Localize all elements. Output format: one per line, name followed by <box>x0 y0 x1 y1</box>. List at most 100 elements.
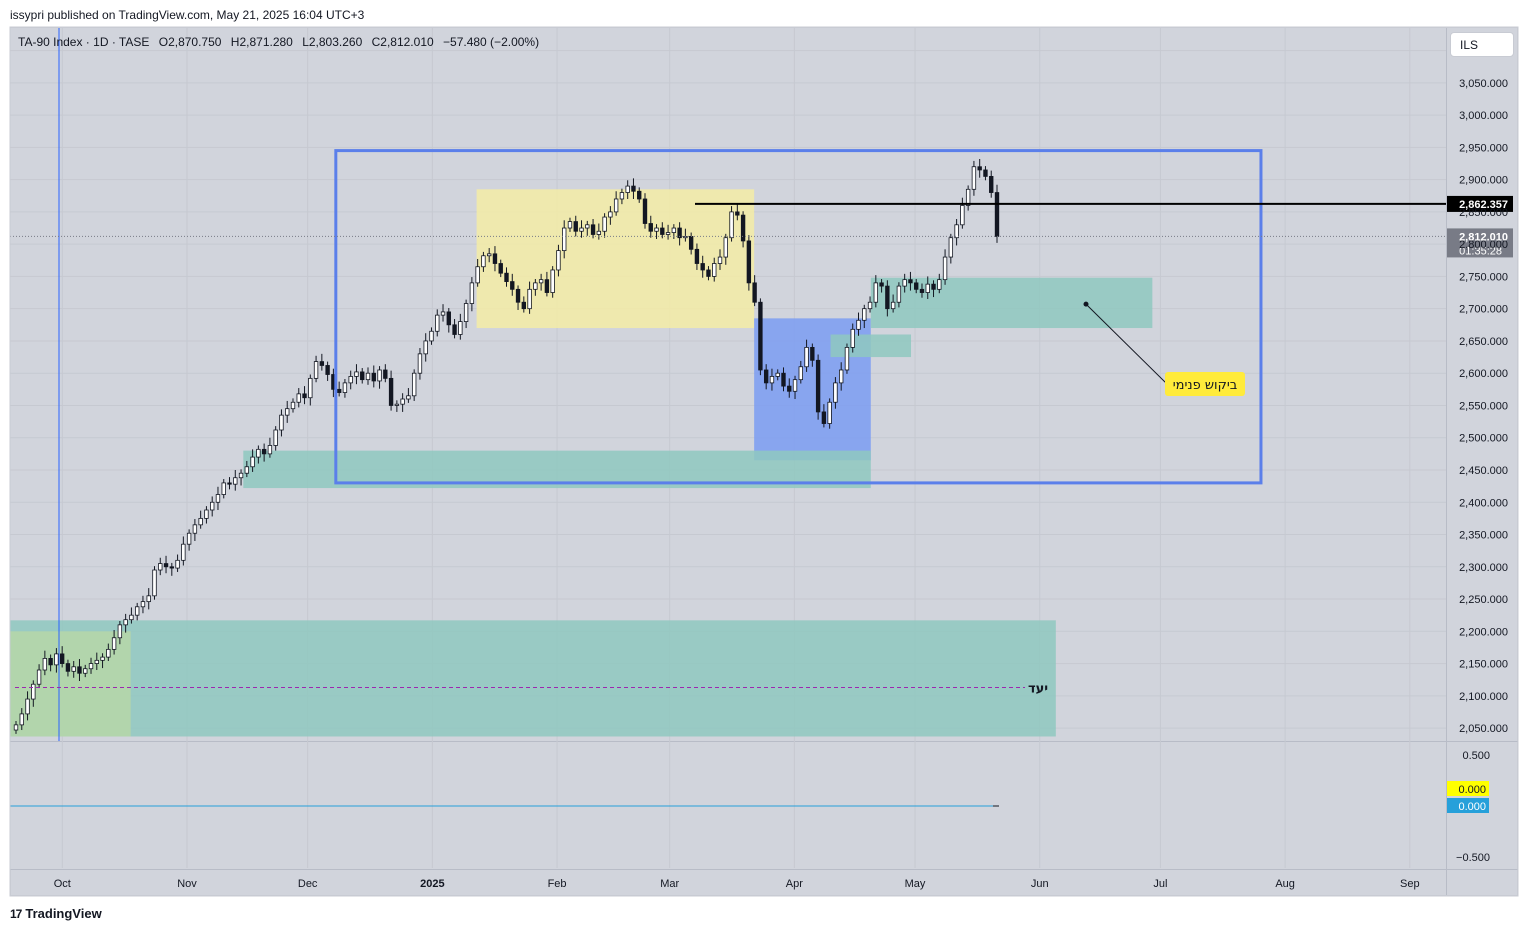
candle-body <box>25 698 30 715</box>
indicator-tick-label: −0.500 <box>1456 852 1490 864</box>
footer-brand-label: TradingView <box>25 906 102 921</box>
candle-body <box>411 372 417 397</box>
candle-body <box>371 372 376 382</box>
candle-body <box>88 663 94 670</box>
candle-body <box>821 411 827 424</box>
x-tick-label: Aug <box>1275 878 1295 890</box>
candle-body <box>752 282 757 303</box>
legend-open: O2,870.750 <box>158 35 222 49</box>
candle-body <box>492 253 498 264</box>
candle-body <box>325 365 330 375</box>
countdown-label: 01:35:28 <box>1459 245 1502 257</box>
candle-body <box>48 658 53 666</box>
candle-body <box>619 192 625 200</box>
candle-body <box>169 566 174 569</box>
candle-body <box>740 214 746 242</box>
candle-body <box>429 330 434 342</box>
x-tick-label: Nov <box>177 878 197 890</box>
candle-body <box>319 361 325 366</box>
candle-body <box>117 624 123 639</box>
y-tick-label: 2,050.000 <box>1459 723 1508 735</box>
candle-body <box>238 472 244 479</box>
candle-body <box>885 285 890 310</box>
candle-body <box>458 321 463 335</box>
candle-body <box>908 279 913 284</box>
tradingview-logo-icon: 17 <box>10 906 22 921</box>
candle-body <box>221 482 226 495</box>
candle-body <box>573 221 578 232</box>
candle-body <box>42 658 48 671</box>
candle-body <box>504 272 509 282</box>
candle-body <box>71 666 76 672</box>
candle-body <box>879 282 884 287</box>
callout-box[interactable] <box>1165 372 1245 396</box>
y-tick-label: 2,850.000 <box>1459 207 1508 219</box>
candle-body <box>758 301 763 371</box>
candle-body <box>31 683 36 700</box>
candle-body <box>279 414 284 431</box>
candle-body <box>163 563 169 568</box>
candle-body <box>261 448 267 455</box>
candle-body <box>631 185 636 192</box>
y-tick-label: 2,500.000 <box>1459 433 1508 445</box>
candle-body <box>815 359 821 413</box>
range-rectangle[interactable] <box>334 149 1263 485</box>
legend-high: H2,871.280 <box>230 35 293 49</box>
candle-body <box>342 382 348 393</box>
candle-body <box>100 656 105 661</box>
candle-body <box>423 340 428 355</box>
candle-body <box>406 395 411 400</box>
candle-body <box>608 211 613 218</box>
candle-body <box>440 311 446 316</box>
candle-body <box>273 429 278 446</box>
callout-pointer <box>1085 303 1167 384</box>
level-price-tag <box>1447 195 1513 212</box>
legend-low: L2,803.260 <box>302 35 363 49</box>
candle-body <box>585 224 590 229</box>
y-tick-label: 2,400.000 <box>1459 497 1508 509</box>
candle-body <box>896 285 902 303</box>
y-tick-label: 2,800.000 <box>1459 239 1508 251</box>
candle-body <box>285 408 290 416</box>
candle-body <box>567 221 573 229</box>
candle-body <box>186 532 192 545</box>
target-label: יעד <box>1028 681 1048 696</box>
candle-body <box>700 263 705 271</box>
candle-body <box>810 346 815 361</box>
candle-body <box>365 372 371 381</box>
candle-body <box>562 227 567 252</box>
x-tick-label: Dec <box>298 878 318 890</box>
candle-body <box>792 379 798 392</box>
legend-close: C2,812.010 <box>371 35 434 49</box>
candle-body <box>983 169 988 177</box>
candle-body <box>77 666 82 674</box>
x-tick-label: Apr <box>786 878 803 890</box>
candle-body <box>308 377 313 399</box>
candle-body <box>538 279 544 284</box>
x-tick-label: May <box>905 878 926 890</box>
candle-body <box>152 569 157 597</box>
candle-body <box>204 509 209 519</box>
candle-body <box>798 366 803 381</box>
y-tick-label: 2,900.000 <box>1459 175 1508 187</box>
candle-body <box>54 653 59 666</box>
zone-demand-bottom <box>10 620 1056 737</box>
y-tick-label: 2,250.000 <box>1459 594 1508 606</box>
candle-body <box>394 403 400 406</box>
candle-body <box>446 311 451 326</box>
candle-body <box>498 263 503 274</box>
candle-body <box>971 166 977 190</box>
x-tick-label: Feb <box>548 878 567 890</box>
candle-body <box>556 250 561 271</box>
candle-body <box>417 353 423 374</box>
y-tick-label: 2,450.000 <box>1459 465 1508 477</box>
candle-body <box>769 376 775 384</box>
candle-body <box>550 269 555 293</box>
currency-button[interactable]: ILS <box>1450 32 1514 57</box>
candle-body <box>648 223 653 232</box>
x-tick-label: Sep <box>1400 878 1420 890</box>
candle-body <box>844 346 850 371</box>
y-tick-label: 2,750.000 <box>1459 271 1508 283</box>
candle-body <box>723 237 728 258</box>
